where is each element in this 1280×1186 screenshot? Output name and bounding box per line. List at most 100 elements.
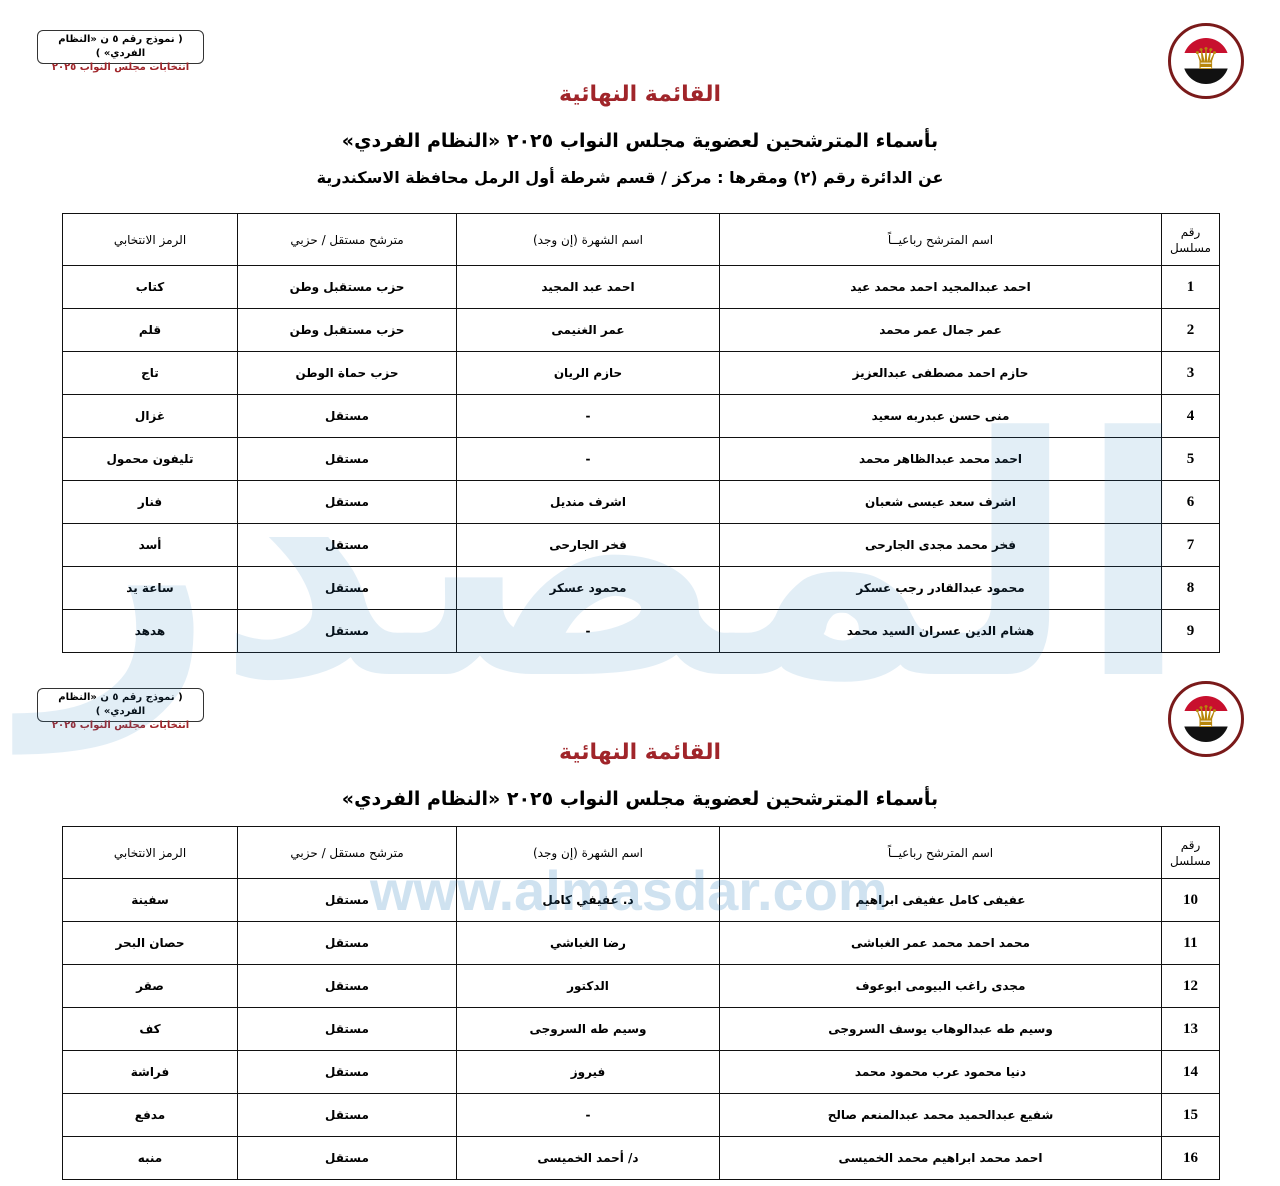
- candidate-name-cell: دنيا محمود عرب محمود محمد: [719, 1050, 1162, 1094]
- serial-cell: 15: [1161, 1093, 1220, 1137]
- candidate-type-cell: مستقل: [237, 480, 457, 524]
- candidate-name-cell: احمد محمد ابراهيم محمد الخميسى: [719, 1136, 1162, 1180]
- page-subtitle: بأسماء المترشحين لعضوية مجلس النواب ٢٠٢٥…: [341, 130, 939, 152]
- candidate-name-cell: احمد محمد عبدالظاهر محمد: [719, 437, 1162, 481]
- symbol-cell: تاج: [62, 351, 238, 395]
- serial-cell: 8: [1161, 566, 1220, 610]
- district-info: عن الدائرة رقم (٢) ومقرها : مركز / قسم ش…: [316, 168, 944, 187]
- symbol-cell: منبه: [62, 1136, 238, 1180]
- symbol-cell: صقر: [62, 964, 238, 1008]
- eagle-icon: ♛: [1192, 42, 1220, 77]
- serial-cell: 5: [1161, 437, 1220, 481]
- candidate-name-cell: هشام الدين عسران السيد محمد: [719, 609, 1162, 653]
- nickname-cell: عمر الغنيمى: [456, 308, 720, 352]
- table-row: 4 منى حسن عبدربه سعيد - مستقل غزال: [62, 394, 1220, 438]
- table-row: 14 دنيا محمود عرب محمود محمد فيروز مستقل فرا…: [62, 1050, 1220, 1094]
- table-row: 7 فخر محمد مجدى الجارحى فخر الجارحى مستقل أس…: [62, 523, 1220, 567]
- table-row: 3 حازم احمد مصطفى عبدالعزيز حازم الريان حزب…: [62, 351, 1220, 395]
- table-row: 15 شفيع عبدالحميد محمد عبدالمنعم صالح - مست…: [62, 1093, 1220, 1137]
- symbol-cell: تليفون محمول: [62, 437, 238, 481]
- header-serial: رقم مسلسل: [1161, 826, 1220, 879]
- candidates-table-2: رقم مسلسل اسم المترشح رباعيــاً اسم الشه…: [62, 826, 1220, 1180]
- candidate-type-cell: مستقل: [237, 523, 457, 567]
- candidate-name-cell: عفيفى كامل عفيفى ابراهيم: [719, 878, 1162, 922]
- table-row: 5 احمد محمد عبدالظاهر محمد - مستقل تليفون مح…: [62, 437, 1220, 481]
- candidate-type-cell: حزب مستقبل وطن: [237, 265, 457, 309]
- table-row: 1 احمد عبدالمجيد احمد محمد عيد احمد عبد ال…: [62, 265, 1220, 309]
- candidate-type-cell: مستقل: [237, 1093, 457, 1137]
- candidate-type-cell: حزب مستقبل وطن: [237, 308, 457, 352]
- candidate-type-cell: مستقل: [237, 1136, 457, 1180]
- serial-cell: 16: [1161, 1136, 1220, 1180]
- nickname-cell: -: [456, 1093, 720, 1137]
- symbol-cell: قلم: [62, 308, 238, 352]
- table-header-row: رقم مسلسل اسم المترشح رباعيــاً اسم الشه…: [62, 213, 1220, 266]
- nickname-cell: د/ أحمد الخميسى: [456, 1136, 720, 1180]
- form-number: ( نموذج رقم ٥ ن «النظام الفردي» ): [58, 692, 183, 717]
- serial-cell: 10: [1161, 878, 1220, 922]
- table-row: 16 احمد محمد ابراهيم محمد الخميسى د/ أحمد …: [62, 1136, 1220, 1180]
- candidate-name-cell: اشرف سعد عيسى شعبان: [719, 480, 1162, 524]
- symbol-cell: حصان البحر: [62, 921, 238, 965]
- table-row: 12 مجدى راغب البيومى ابوعوف الدكتور مستقل صق…: [62, 964, 1220, 1008]
- election-authority-logo-2: ♛: [1168, 681, 1244, 757]
- serial-cell: 1: [1161, 265, 1220, 309]
- candidate-name-cell: وسيم طه عبدالوهاب يوسف السروجى: [719, 1007, 1162, 1051]
- nickname-cell: -: [456, 609, 720, 653]
- serial-cell: 7: [1161, 523, 1220, 567]
- table-row: 2 عمر جمال عمر محمد عمر الغنيمى حزب مستقبل …: [62, 308, 1220, 352]
- nickname-cell: اشرف منديل: [456, 480, 720, 524]
- table-row: 13 وسيم طه عبدالوهاب يوسف السروجى وسيم طه …: [62, 1007, 1220, 1051]
- eagle-icon: ♛: [1192, 700, 1220, 735]
- symbol-cell: هدهد: [62, 609, 238, 653]
- candidate-type-cell: مستقل: [237, 1007, 457, 1051]
- header-name: اسم المترشح رباعيــاً: [719, 213, 1162, 266]
- serial-cell: 9: [1161, 609, 1220, 653]
- candidate-name-cell: احمد عبدالمجيد احمد محمد عيد: [719, 265, 1162, 309]
- nickname-cell: -: [456, 394, 720, 438]
- candidate-type-cell: مستقل: [237, 566, 457, 610]
- nickname-cell: -: [456, 437, 720, 481]
- nickname-cell: احمد عبد المجيد: [456, 265, 720, 309]
- symbol-cell: مدفع: [62, 1093, 238, 1137]
- page-title-2: القائمة النهائية: [558, 740, 722, 765]
- form-number-box: ( نموذج رقم ٥ ن «النظام الفردي» ) انتخاب…: [37, 30, 204, 73]
- serial-cell: 2: [1161, 308, 1220, 352]
- candidate-type-cell: مستقل: [237, 609, 457, 653]
- serial-cell: 12: [1161, 964, 1220, 1008]
- symbol-cell: غزال: [62, 394, 238, 438]
- candidate-type-cell: مستقل: [237, 437, 457, 481]
- header-name: اسم المترشح رباعيــاً: [719, 826, 1162, 879]
- symbol-cell: فراشة: [62, 1050, 238, 1094]
- page-title: القائمة النهائية: [558, 82, 722, 107]
- candidate-name-cell: منى حسن عبدربه سعيد: [719, 394, 1162, 438]
- page-subtitle-2: بأسماء المترشحين لعضوية مجلس النواب ٢٠٢٥…: [341, 788, 939, 810]
- header-symbol: الرمز الانتخابي: [62, 826, 238, 879]
- header-symbol: الرمز الانتخابي: [62, 213, 238, 266]
- form-number-box-2: ( نموذج رقم ٥ ن «النظام الفردي» ) انتخاب…: [37, 688, 204, 731]
- symbol-cell: كتاب: [62, 265, 238, 309]
- candidate-name-cell: شفيع عبدالحميد محمد عبدالمنعم صالح: [719, 1093, 1162, 1137]
- candidate-name-cell: حازم احمد مصطفى عبدالعزيز: [719, 351, 1162, 395]
- form-number: ( نموذج رقم ٥ ن «النظام الفردي» ): [58, 34, 183, 59]
- election-name: انتخابات مجلس النواب ٢٠٢٥: [51, 720, 190, 731]
- candidate-name-cell: فخر محمد مجدى الجارحى: [719, 523, 1162, 567]
- candidate-type-cell: مستقل: [237, 878, 457, 922]
- candidate-type-cell: حزب حماة الوطن: [237, 351, 457, 395]
- header-nickname: اسم الشهرة (إن وجد): [456, 213, 720, 266]
- nickname-cell: حازم الريان: [456, 351, 720, 395]
- serial-cell: 14: [1161, 1050, 1220, 1094]
- symbol-cell: كف: [62, 1007, 238, 1051]
- table-header-row: رقم مسلسل اسم المترشح رباعيــاً اسم الشه…: [62, 826, 1220, 879]
- candidate-name-cell: محمد احمد محمد عمر الغباشى: [719, 921, 1162, 965]
- candidates-table-1: رقم مسلسل اسم المترشح رباعيــاً اسم الشه…: [62, 213, 1220, 653]
- symbol-cell: سفينة: [62, 878, 238, 922]
- candidate-name-cell: محمود عبدالقادر رجب عسكر: [719, 566, 1162, 610]
- election-authority-logo: ♛: [1168, 23, 1244, 99]
- candidate-name-cell: عمر جمال عمر محمد: [719, 308, 1162, 352]
- header-type: مترشح مستقل / حزبي: [237, 826, 457, 879]
- symbol-cell: فنار: [62, 480, 238, 524]
- nickname-cell: فيروز: [456, 1050, 720, 1094]
- nickname-cell: فخر الجارحى: [456, 523, 720, 567]
- nickname-cell: محمود عسكر: [456, 566, 720, 610]
